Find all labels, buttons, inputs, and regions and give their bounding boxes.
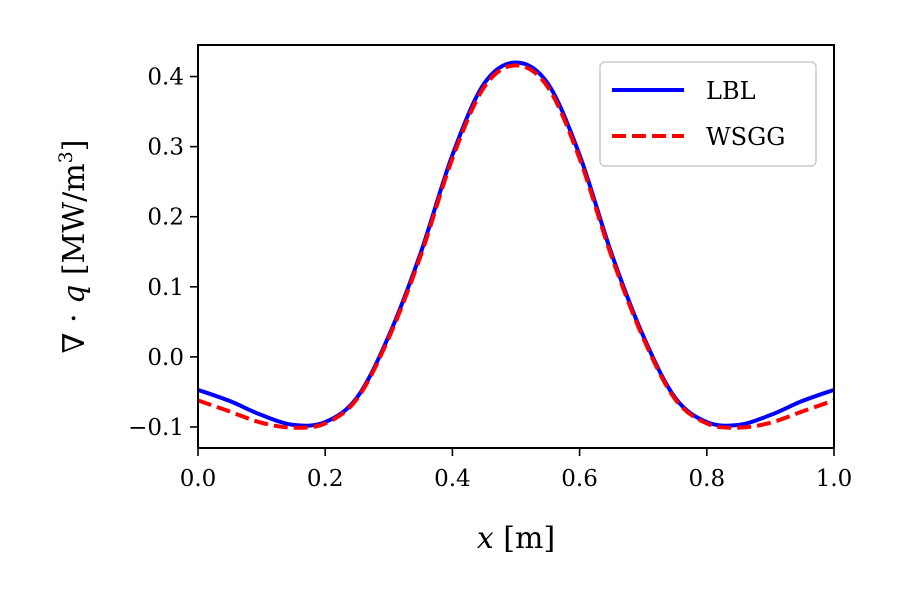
y-tick-label: −0.1 [128, 415, 184, 441]
x-tick-label: 0.6 [561, 466, 598, 492]
y-tick-label: 0.3 [147, 135, 184, 161]
x-tick-label: 0.2 [307, 466, 344, 492]
plot-frame [197, 44, 835, 449]
y-tick-label: 0.0 [147, 345, 184, 371]
x-axis-label-unit: [m] [494, 521, 555, 556]
x-axis-label: x [m] [477, 521, 555, 556]
x-tick-label: 0.0 [180, 466, 217, 492]
x-axis-label-var: x [477, 521, 494, 556]
x-tick-label: 1.0 [816, 466, 853, 492]
y-axis-label-unit: [MW/m [57, 163, 92, 284]
y-axis-label-sup: 3 [55, 151, 77, 163]
series-line-wsgg [197, 63, 835, 430]
y-tick-label: 0.4 [147, 65, 184, 91]
y-axis-label-close: ] [57, 140, 92, 152]
y-tick-label: 0.2 [147, 205, 184, 231]
x-tick-label: 0.8 [689, 466, 726, 492]
legend-label-wsgg: WSGG [706, 123, 785, 151]
series-layer [197, 60, 835, 430]
ticks-layer: 0.0 0.2 0.4 0.6 0.8 1.0 −0.1 0.0 0.1 0.2 0.3 0.4 [128, 65, 852, 492]
legend-label-lbl: LBL [706, 77, 756, 105]
legend: LBL WSGG [599, 61, 817, 167]
y-tick-label: 0.1 [147, 275, 184, 301]
y-axis-label: ∇ · q [MW/m3] [55, 140, 92, 354]
y-axis-label-var: q [57, 285, 92, 304]
y-axis-label-prefix: ∇ · [57, 304, 92, 354]
x-tick-label: 0.4 [434, 466, 471, 492]
